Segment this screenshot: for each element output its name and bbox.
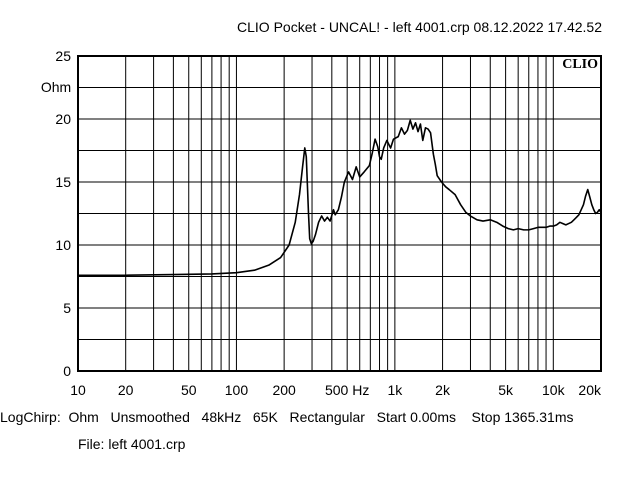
y-axis-unit-label: Ohm [41,79,71,95]
x-tick-label: 50 [181,382,197,398]
chart-header-title: CLIO Pocket - UNCAL! - left 4001.crp 08.… [237,19,602,35]
axis-labels: 0 5 10 15 20 25 10 20 50 100 200 500 Hz 1k 2k 5k 10k 20k [55,48,602,398]
y-tick-label: 20 [55,111,71,127]
grid [78,56,601,371]
x-tick-label: 500 Hz [325,382,369,398]
y-tick-label: 0 [63,363,71,379]
x-tick-label: 10k [542,382,566,398]
y-tick-label: 10 [55,237,71,253]
x-tick-label: 1k [387,382,403,398]
y-tick-label: 25 [55,48,71,64]
x-tick-label: 2k [435,382,451,398]
clio-logo: CLIO [562,57,598,72]
x-tick-label: 10 [70,382,86,398]
x-tick-label: 20 [118,382,134,398]
x-tick-label: 200 [272,382,296,398]
plot-frame [77,55,602,372]
y-tick-label: 5 [63,300,71,316]
impedance-trace [78,119,602,277]
measurement-settings: LogChirp: Ohm Unsmoothed 48kHz 65K Recta… [0,409,574,425]
x-tick-label: 5k [498,382,514,398]
y-tick-label: 15 [55,174,71,190]
x-tick-label: 20k [578,382,602,398]
file-name: File: left 4001.crp [78,436,186,452]
x-tick-label: 100 [225,382,249,398]
